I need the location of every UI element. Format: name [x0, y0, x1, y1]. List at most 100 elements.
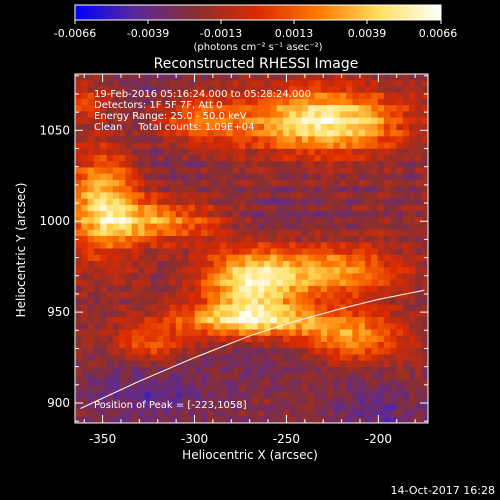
heatmap-cell: [402, 379, 410, 387]
heatmap-cell: [188, 292, 196, 299]
heatmap-cell: [415, 391, 423, 399]
heatmap-cell: [320, 111, 328, 119]
heatmap-cell: [125, 161, 133, 169]
heatmap-cell: [415, 323, 423, 331]
heatmap-cell: [339, 155, 347, 162]
heatmap-cell: [87, 86, 95, 94]
heatmap-cell: [346, 298, 353, 306]
heatmap-cell: [301, 341, 309, 349]
heatmap-cell: [81, 167, 89, 175]
heatmap-cell: [390, 192, 398, 200]
heatmap-cell: [245, 229, 253, 237]
heatmap-cell: [182, 161, 190, 169]
heatmap-cell: [150, 341, 158, 349]
heatmap-cell: [314, 267, 322, 275]
heatmap-cell: [409, 80, 416, 88]
heatmap-cell: [289, 74, 297, 81]
heatmap-cell: [364, 236, 372, 243]
heatmap-cell: [81, 398, 89, 405]
heatmap-cell: [257, 111, 265, 119]
heatmap-cell: [333, 254, 341, 262]
heatmap-cell: [409, 136, 416, 144]
heatmap-cell: [314, 136, 322, 144]
heatmap-cell: [283, 329, 290, 337]
heatmap-cell: [308, 366, 316, 374]
heatmap-cell: [377, 155, 385, 162]
heatmap-cell: [257, 385, 265, 393]
heatmap-cell: [352, 179, 360, 187]
heatmap-cell: [314, 192, 322, 200]
heatmap-cell: [106, 86, 114, 94]
heatmap-cell: [112, 398, 120, 405]
heatmap-cell: [138, 198, 145, 206]
heatmap-cell: [352, 236, 360, 243]
heatmap-cell: [87, 267, 95, 275]
heatmap-cell: [415, 329, 423, 337]
y-axis-ticks: [75, 75, 428, 422]
heatmap-cell: [358, 204, 366, 212]
heatmap-cell: [383, 254, 391, 262]
heatmap-cell: [125, 98, 133, 106]
heatmap-cell: [245, 123, 253, 131]
heatmap-cell: [213, 285, 221, 293]
heatmap-cell: [201, 111, 208, 119]
heatmap-cell: [415, 416, 423, 423]
heatmap-cell: [213, 161, 221, 169]
heatmap-cell: [150, 130, 158, 137]
heatmap-cell: [156, 105, 164, 112]
heatmap-cell: [245, 192, 253, 200]
heatmap-cell: [75, 260, 82, 268]
heatmap-cell: [333, 236, 341, 243]
heatmap-cell: [314, 341, 322, 349]
heatmap-cell: [106, 354, 114, 362]
heatmap-cell: [383, 161, 391, 169]
heatmap-cell: [371, 373, 379, 380]
heatmap-cell: [125, 130, 133, 137]
heatmap-cell: [75, 391, 82, 399]
heatmap-cell: [144, 236, 152, 243]
heatmap-cell: [283, 86, 290, 94]
heatmap-cell: [201, 236, 208, 243]
heatmap-cell: [390, 354, 398, 362]
heatmap-cell: [371, 385, 379, 393]
heatmap-cell: [257, 86, 265, 94]
heatmap-cell: [371, 161, 379, 169]
heatmap-cell: [232, 348, 240, 356]
heatmap-cell: [131, 173, 139, 181]
heatmap-cell: [75, 111, 82, 119]
heatmap-cell: [402, 416, 410, 423]
heatmap-cell: [308, 86, 316, 94]
colorbar-unit-label: (photons cm⁻² s⁻¹ asec⁻²): [193, 42, 322, 53]
heatmap-cell: [352, 117, 360, 125]
heatmap-cell: [245, 248, 253, 256]
heatmap-cell: [232, 404, 240, 412]
heatmap-cell: [308, 111, 316, 119]
heatmap-cell: [156, 391, 164, 399]
heatmap-cell: [289, 223, 297, 231]
heatmap-cell: [339, 92, 347, 100]
heatmap-cell: [93, 217, 101, 225]
heatmap-cell: [409, 111, 416, 119]
heatmap-cell: [396, 335, 404, 343]
heatmap-cell: [320, 298, 328, 306]
heatmap-cell: [194, 360, 202, 368]
heatmap-cell: [257, 142, 265, 150]
heatmap-cell: [238, 248, 246, 256]
heatmap-cell: [402, 391, 410, 399]
heatmap-cell: [276, 86, 284, 94]
heatmap-cell: [238, 260, 246, 268]
heatmap-cell: [301, 148, 309, 156]
heatmap-cell: [358, 335, 366, 343]
heatmap-cell: [320, 317, 328, 324]
heatmap-cell: [251, 410, 259, 418]
heatmap-cell: [283, 360, 290, 368]
heatmap-cell: [396, 148, 404, 156]
heatmap-cell: [144, 310, 152, 318]
heatmap-cell: [371, 248, 379, 256]
info-overlay: 19-Feb-2016 05:16:24.000 to 05:28:24.000…: [94, 89, 311, 411]
heatmap-cell: [377, 279, 385, 287]
heatmap-cell: [201, 398, 208, 405]
heatmap-cell: [327, 123, 335, 131]
heatmap-cell: [346, 304, 353, 312]
heatmap-cell: [251, 123, 259, 131]
